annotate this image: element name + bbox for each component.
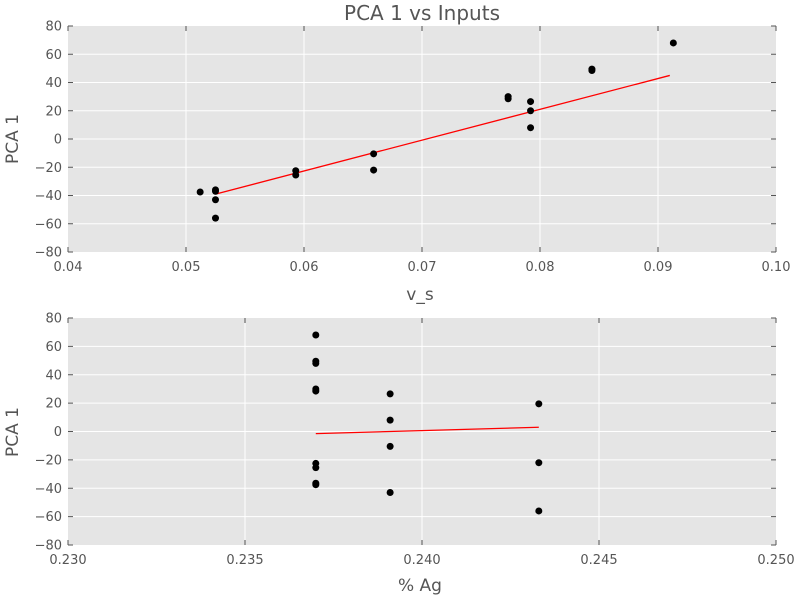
y-tick-label: 60 (45, 48, 62, 63)
y-tick-label: −40 (35, 189, 62, 204)
fit-line (315, 426, 539, 435)
data-point (312, 331, 320, 339)
x-tick-label: 0.06 (290, 260, 319, 275)
data-point (292, 171, 300, 179)
x-tick-label: 0.08 (526, 260, 555, 275)
x-tick-label: 0.04 (54, 260, 83, 275)
data-point (386, 442, 394, 450)
data-point (312, 464, 320, 472)
x-tick-label: 0.250 (757, 553, 794, 568)
data-point (312, 357, 320, 365)
data-point (196, 188, 204, 196)
x-axis-label-ag: % Ag (398, 576, 442, 596)
data-point (504, 93, 512, 101)
data-point (535, 507, 543, 515)
y-tick-label: −60 (35, 510, 62, 525)
y-tick-label: 0 (54, 425, 62, 440)
data-point (370, 150, 378, 158)
data-point (588, 65, 596, 73)
x-tick-label: 0.245 (580, 553, 617, 568)
y-tick-label: −80 (35, 539, 62, 554)
data-point (535, 400, 543, 408)
data-point (669, 39, 677, 47)
y-tick-label: 40 (45, 76, 62, 91)
data-point (312, 385, 320, 393)
y-tick-label: 20 (45, 397, 62, 412)
fit-line (215, 74, 670, 195)
data-point (212, 196, 219, 204)
x-tick-label: 0.05 (172, 260, 201, 275)
y-tick-label: 20 (45, 104, 62, 119)
y-tick-label: 80 (45, 312, 62, 327)
y-tick-label: 80 (45, 20, 62, 35)
data-point (527, 98, 535, 106)
data-point (535, 459, 543, 467)
data-point (212, 214, 219, 222)
x-tick-label: 0.09 (644, 260, 673, 275)
plot-ag-panel: −80 −60 −40 −20 0 20 40 60 80 0.230 0.235 0.240 0.24… (35, 312, 795, 569)
y-tick-label: −20 (35, 161, 62, 176)
x-tick-label: 0.10 (762, 260, 791, 275)
y-axis-label-top: PCA 1 (3, 114, 23, 164)
x-tick-label: 0.235 (226, 553, 263, 568)
y-tick-label: 40 (45, 368, 62, 383)
data-point (386, 390, 394, 398)
data-point (312, 481, 320, 489)
y-tick-label: −60 (35, 217, 62, 232)
data-point (527, 107, 535, 115)
x-tick-label: 0.07 (408, 260, 437, 275)
x-tick-label: 0.230 (49, 553, 86, 568)
chart-title: PCA 1 vs Inputs (344, 1, 500, 25)
data-point (386, 489, 394, 497)
y-axis-label-bottom: PCA 1 (3, 407, 23, 457)
data-point (527, 124, 535, 132)
x-tick-label: 0.240 (403, 553, 440, 568)
data-point (212, 187, 219, 195)
plot-vs-panel: −80 −60 −40 −20 0 20 40 60 80 0.04 0.05 0.06 0.07 0.0… (35, 20, 791, 276)
y-tick-label: −40 (35, 482, 62, 497)
data-point (386, 416, 394, 424)
x-axis-label-vs: v_s (406, 285, 434, 305)
y-tick-label: 60 (45, 340, 62, 355)
data-point (370, 166, 378, 174)
y-tick-label: −20 (35, 453, 62, 468)
y-tick-label: 0 (54, 133, 62, 148)
y-tick-label: −80 (35, 246, 62, 261)
